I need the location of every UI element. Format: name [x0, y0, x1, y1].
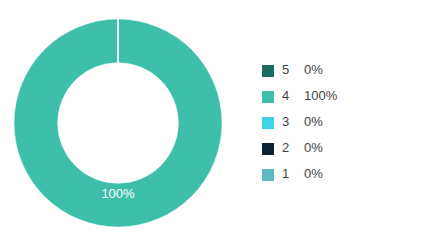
- legend-swatch: [262, 65, 274, 77]
- slice: [117, 19, 118, 63]
- legend-swatch: [262, 143, 274, 155]
- legend-label: 3: [282, 114, 289, 129]
- slice: [117, 19, 118, 63]
- legend-label: 1: [282, 166, 289, 181]
- legend-swatch: [262, 117, 274, 129]
- donut: [14, 19, 222, 227]
- legend-value: 100%: [304, 88, 338, 103]
- legend-value: 0%: [304, 114, 323, 129]
- legend-value: 0%: [304, 166, 323, 181]
- legend-label: 4: [282, 88, 289, 103]
- annotation: 100%: [101, 186, 135, 201]
- slice: [14, 19, 222, 227]
- legend-label: 5: [282, 62, 289, 77]
- legend-value: 0%: [304, 62, 323, 77]
- legend-value: 0%: [304, 140, 323, 155]
- legend-swatch: [262, 169, 274, 181]
- slice: [117, 19, 118, 63]
- chart: 100% 5 0% 4 100% 3 0% 2 0% 1 0%: [0, 0, 443, 246]
- legend-swatch: [262, 91, 274, 103]
- legend: 5 0% 4 100% 3 0% 2 0% 1 0%: [262, 62, 338, 181]
- legend-label: 2: [282, 140, 289, 155]
